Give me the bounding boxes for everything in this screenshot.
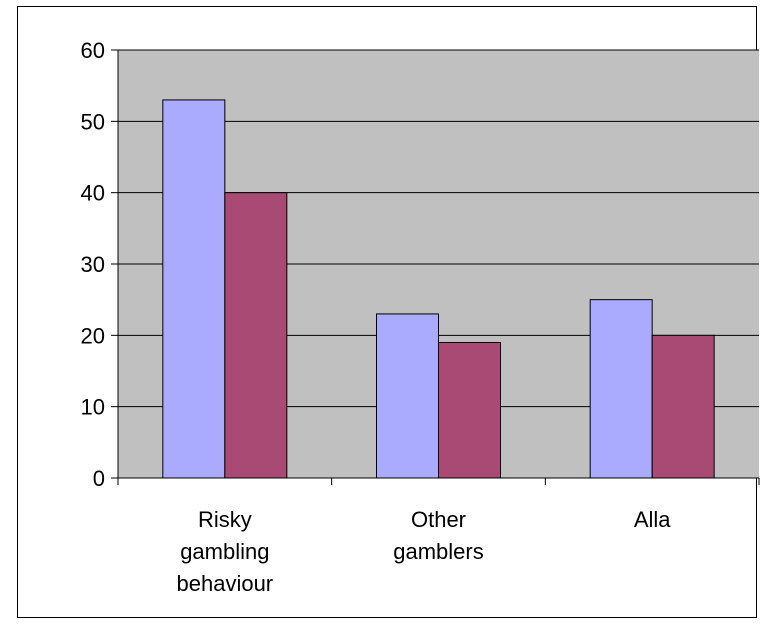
y-tick-label: 50 xyxy=(81,109,105,134)
y-tick-label: 40 xyxy=(81,181,105,206)
bars xyxy=(162,99,715,479)
x-category-label: Other gamblers xyxy=(393,507,483,564)
x-category-label-line: gamblers xyxy=(393,539,483,564)
y-tick-label: 20 xyxy=(81,323,105,348)
y-tick-label: 0 xyxy=(93,466,105,491)
y-tick-label: 60 xyxy=(81,38,105,63)
y-tick-label: 10 xyxy=(81,395,105,420)
bar-series2-1 xyxy=(224,192,288,479)
bar-series1-1 xyxy=(162,99,226,479)
x-category-label-line: Alla xyxy=(634,507,671,532)
labels: 0 10 20 30 40 50 60 Risky gambling behaviour Other… xyxy=(81,38,672,596)
bar-series2-2 xyxy=(438,341,501,479)
bar-series1-3 xyxy=(589,299,653,479)
x-category-label: Risky gambling behaviour xyxy=(177,507,274,596)
x-category-label-line: Other xyxy=(411,507,466,532)
bar-series2-3 xyxy=(651,334,715,479)
bar-series1-2 xyxy=(376,313,439,479)
x-category-label: Alla xyxy=(634,507,671,532)
y-tick-label: 30 xyxy=(81,252,105,277)
x-category-label-line: gambling xyxy=(180,539,269,564)
x-category-label-line: behaviour xyxy=(177,571,274,596)
x-category-label-line: Risky xyxy=(198,507,252,532)
axes xyxy=(111,49,760,485)
